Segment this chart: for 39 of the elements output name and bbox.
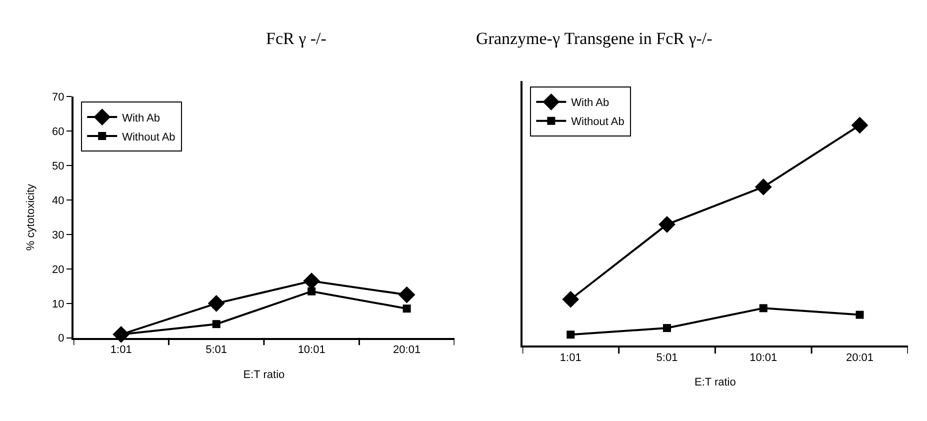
y-axis-title: % cytotoxicity (25, 183, 38, 251)
x-tick-label: 5:01 (656, 352, 678, 364)
x-axis-title: E:T ratio (694, 376, 736, 389)
x-tick-label: 10:01 (750, 352, 778, 364)
y-tick-label: 20 (52, 264, 64, 276)
legend-label: With Ab (122, 112, 160, 124)
point (303, 272, 320, 290)
point (658, 216, 676, 233)
x-tick-label: 20:01 (846, 352, 874, 364)
x-tick-label: 20:01 (393, 344, 421, 356)
point (663, 324, 672, 332)
y-tick-label: 0 (58, 332, 64, 345)
y-tick-label: 60 (52, 126, 64, 138)
point (398, 286, 416, 304)
point (308, 287, 316, 296)
legend-label: With Ab (571, 97, 610, 110)
y-tick-label: 50 (52, 160, 64, 172)
point (212, 320, 220, 328)
point (566, 330, 575, 339)
point (754, 178, 772, 196)
x-tick-label: 10:01 (298, 344, 326, 356)
x-tick-label: 5:01 (206, 344, 228, 356)
y-tick-label: 10 (52, 298, 64, 310)
x-tick-label: 1:01 (110, 344, 132, 356)
x-axis-title: E:T ratio (243, 368, 285, 381)
point (562, 290, 580, 308)
point (208, 294, 225, 312)
y-tick-label: 30 (52, 229, 64, 242)
point (759, 304, 768, 312)
point (856, 310, 864, 319)
legend-label: Without Ab (122, 131, 176, 144)
chart-title: Granzyme-γ Transgene in FcR γ-/- (476, 29, 713, 48)
y-tick-label: 70 (52, 92, 64, 104)
point (402, 304, 411, 313)
legend-label: Without Ab (571, 116, 624, 128)
point (851, 116, 868, 134)
y-tick-label: 40 (52, 194, 64, 207)
x-tick-label: 1:01 (560, 352, 582, 364)
chart-title: FcR γ -/- (266, 29, 327, 48)
